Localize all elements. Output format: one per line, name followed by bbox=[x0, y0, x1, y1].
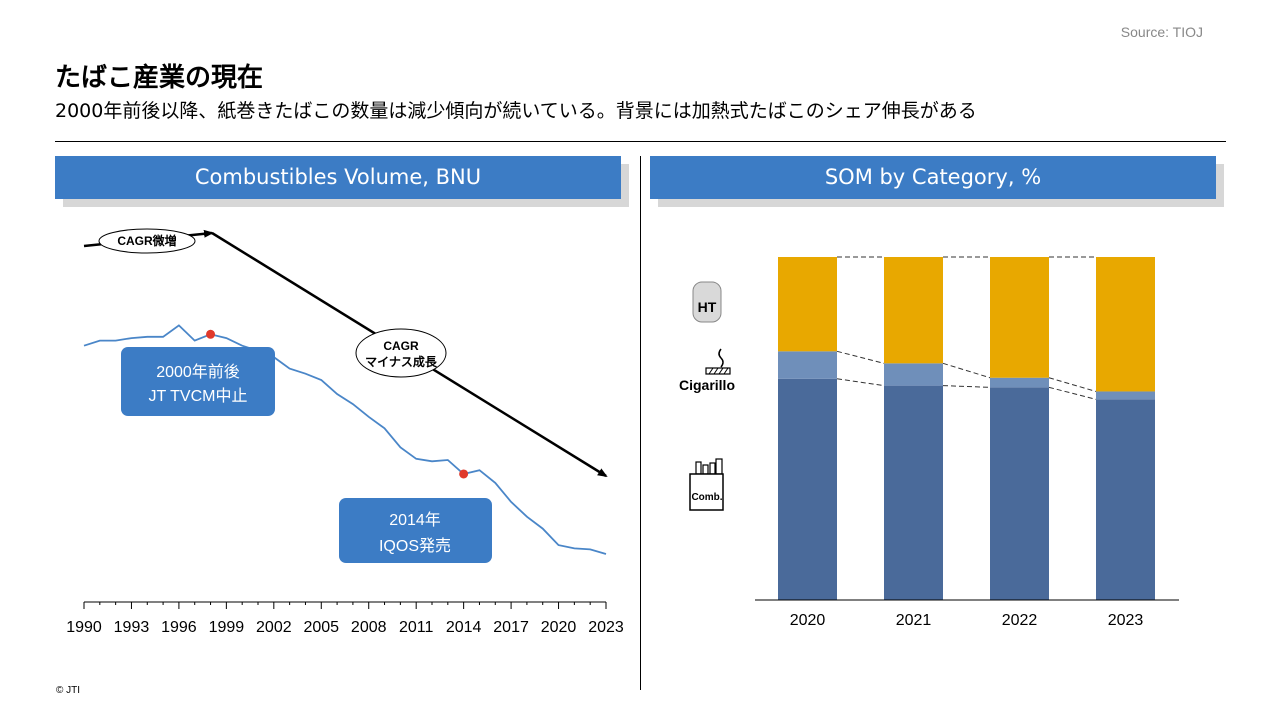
x-tick-label: 2002 bbox=[256, 619, 292, 636]
right-panel-header: SOM by Category, % bbox=[650, 156, 1216, 199]
x-tick-label: 2023 bbox=[588, 619, 624, 636]
bar-connector bbox=[1048, 386, 1097, 400]
cigarette-pack-icon: Comb. bbox=[689, 458, 724, 511]
bar-connectors bbox=[836, 256, 1097, 400]
bar-category-labels: 2020 2021 2022 2023 bbox=[790, 612, 1144, 629]
bar-segment-ht bbox=[778, 257, 837, 352]
x-tick-label: 1993 bbox=[114, 619, 150, 636]
event-marker bbox=[459, 469, 469, 479]
page-subtitle: 2000年前後以降、紙巻きたばこの数量は減少傾向が続いている。背景には加熱式たば… bbox=[55, 100, 977, 122]
bar-segment-cigarillo bbox=[990, 377, 1049, 388]
bar-connector bbox=[942, 362, 991, 379]
event-markers bbox=[206, 329, 469, 479]
x-tick-label: 2011 bbox=[399, 619, 434, 636]
falling-trend-bubble bbox=[355, 328, 447, 378]
panel-divider bbox=[640, 156, 641, 690]
x-tick-label: 2014 bbox=[446, 619, 482, 636]
bar-segment-ht bbox=[884, 257, 943, 364]
bar-segment-comb bbox=[778, 378, 837, 600]
callout-box-2000 bbox=[121, 347, 275, 416]
ht-icon-label: HT bbox=[698, 299, 717, 315]
x-tick-labels: 1990 1993 1996 1999 2002 2005 2008 2011 2014 2017… bbox=[66, 619, 624, 636]
falling-trend-label-1: CAGR bbox=[383, 339, 419, 353]
bar-segment-cigarillo bbox=[1096, 391, 1155, 400]
bar-connector bbox=[836, 378, 885, 387]
callout-2000-line2: JT TVCM中止 bbox=[149, 387, 248, 405]
callout-box-2014 bbox=[339, 498, 492, 563]
event-marker bbox=[206, 329, 216, 339]
cigarillo-icon-label: Cigarillo bbox=[679, 377, 735, 393]
source-note: Source: TIOJ bbox=[1120, 24, 1203, 40]
bar-segment-comb bbox=[1096, 399, 1155, 600]
bar-segment-ht bbox=[1096, 257, 1155, 392]
page-title: たばこ産業の現在 bbox=[55, 63, 264, 93]
callout-2014-line2: IQOS発売 bbox=[379, 537, 451, 555]
x-tick-label: 2020 bbox=[541, 619, 577, 636]
bar-category-label: 2020 bbox=[790, 612, 826, 629]
volume-series bbox=[83, 324, 607, 555]
rising-trend-label: CAGR微増 bbox=[117, 233, 176, 248]
bar-segments bbox=[778, 257, 1155, 600]
bar-segment-cigarillo bbox=[884, 363, 943, 386]
bar-segment-cigarillo bbox=[778, 351, 837, 379]
x-tick-label: 2005 bbox=[303, 619, 339, 636]
copyright: © JTI bbox=[56, 685, 81, 696]
x-tick-label: 2008 bbox=[351, 619, 387, 636]
bar-connector bbox=[836, 350, 885, 364]
bar-segment-comb bbox=[884, 385, 943, 600]
volume-line bbox=[83, 324, 607, 555]
comb-icon-label: Comb. bbox=[691, 492, 722, 503]
volume-line-chart: 1990 1993 1996 1999 2002 2005 2008 2011 2014 2017… bbox=[66, 228, 624, 636]
bar-segment-comb bbox=[990, 387, 1049, 600]
cigarillo-icon: Cigarillo bbox=[679, 348, 735, 393]
heated-tobacco-icon: HT bbox=[692, 281, 722, 323]
callout-2014-line1: 2014年 bbox=[389, 511, 441, 529]
x-tick-label: 1990 bbox=[66, 619, 102, 636]
callout-2000-line1: 2000年前後 bbox=[156, 363, 240, 381]
bar-segment-ht bbox=[990, 257, 1049, 378]
x-tick-label: 2017 bbox=[493, 619, 529, 636]
bar-category-label: 2021 bbox=[896, 612, 932, 629]
bar-category-label: 2023 bbox=[1108, 612, 1144, 629]
x-tick-label: 1999 bbox=[209, 619, 245, 636]
rising-trend-bubble bbox=[98, 228, 196, 254]
bar-connector bbox=[942, 385, 991, 388]
left-panel-header: Combustibles Volume, BNU bbox=[55, 156, 621, 199]
x-tick-label: 1996 bbox=[161, 619, 197, 636]
x-axis bbox=[83, 601, 607, 609]
bar-connector bbox=[1048, 377, 1097, 392]
falling-trend-label-2: マイナス成長 bbox=[365, 354, 438, 369]
title-rule bbox=[55, 141, 1226, 142]
bar-category-label: 2022 bbox=[1002, 612, 1038, 629]
